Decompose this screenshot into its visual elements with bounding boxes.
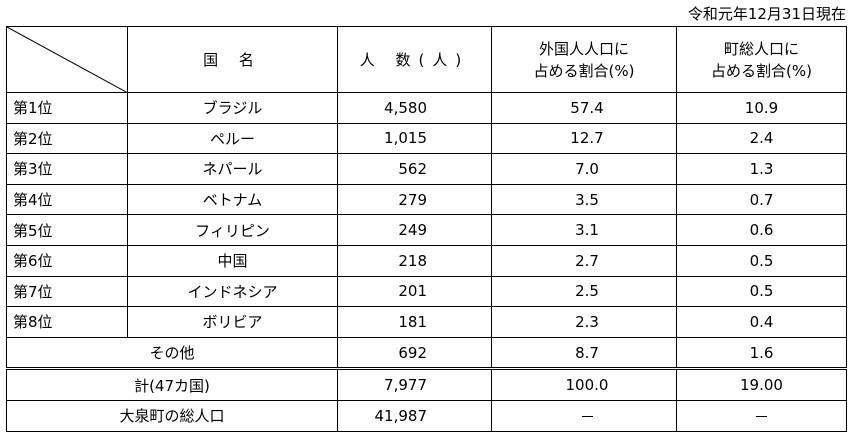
rank-cell: 第7位 [6,275,128,308]
table-row: 第3位 ネパール 562 7.0 1.3 [6,153,847,185]
foreign-population-table: 国 名 人 数(人) 外国人人口に 占める割合(%) 町総人口に 占める割合(%… [6,26,847,432]
town-share: 0.5 [676,244,847,277]
town-share: 2.4 [676,122,847,155]
town-total-row: 大泉町の総人口 41,987 [6,399,847,432]
diagonal-header-cell [6,26,128,93]
table-body: 第1位 ブラジル 4,580 57.4 10.9 第2位 ペルー 1,015 12.7 2.4 第3… [6,92,847,338]
population-count: 201 [337,275,492,308]
population-count: 562 [337,153,492,185]
foreign-share: 2.5 [491,275,677,308]
town-share: 0.6 [676,214,847,246]
foreign-share: 12.7 [491,122,677,155]
foreign-share: 2.7 [491,244,677,277]
table-row: 第2位 ペルー 1,015 12.7 2.4 [6,122,847,155]
foreign-share: 57.4 [491,92,677,124]
town-share: 0.7 [676,183,847,216]
country-name: フィリピン [127,214,338,246]
dash-mark [756,415,767,417]
others-foreign-share: 8.7 [491,336,677,370]
total-row: 計(47カ国) 7,977 100.0 19.00 [6,367,847,401]
table-row: 第6位 中国 218 2.7 0.5 [6,244,847,277]
others-row: その他 692 8.7 1.6 [6,336,847,370]
population-count: 1,015 [337,122,492,155]
population-count: 4,580 [337,92,492,124]
rank-cell: 第5位 [6,214,128,246]
town-total-town-share [676,399,847,432]
country-name: ネパール [127,153,338,185]
country-name: ブラジル [127,92,338,124]
header-town-share: 町総人口に 占める割合(%) [676,26,847,93]
table-header-row: 国 名 人 数(人) 外国人人口に 占める割合(%) 町総人口に 占める割合(%… [6,26,847,93]
rank-cell: 第8位 [6,306,128,338]
population-count: 218 [337,244,492,277]
total-population: 7,977 [337,367,492,401]
rank-cell: 第4位 [6,183,128,216]
country-name: 中国 [127,244,338,277]
dash-mark [581,415,593,417]
foreign-share: 7.0 [491,153,677,185]
rank-cell: 第3位 [6,153,128,185]
rank-cell: 第6位 [6,244,128,277]
diagonal-line [7,27,127,92]
town-total-foreign-share [491,399,677,432]
country-name: インドネシア [127,275,338,308]
table-row: 第1位 ブラジル 4,580 57.4 10.9 [6,92,847,124]
others-population: 692 [337,336,492,370]
town-share: 0.5 [676,275,847,308]
population-count: 181 [337,306,492,338]
header-population: 人 数(人) [337,26,492,93]
header-town-share-line2: 占める割合(%) [711,61,812,80]
country-name: ボリビア [127,306,338,338]
total-town-share: 19.00 [676,367,847,401]
town-total-population: 41,987 [337,399,492,432]
others-town-share: 1.6 [676,336,847,370]
country-name: ペルー [127,122,338,155]
town-share: 0.4 [676,306,847,338]
population-count: 279 [337,183,492,216]
town-share: 1.3 [676,153,847,185]
foreign-share: 3.1 [491,214,677,246]
header-foreign-share-line1: 外国人人口に [538,39,629,58]
country-name: ベトナム [127,183,338,216]
as-of-date-note: 令和元年12月31日現在 [687,5,846,23]
rank-cell: 第1位 [6,92,128,124]
table-row: 第8位 ボリビア 181 2.3 0.4 [6,306,847,338]
table-row: 第4位 ベトナム 279 3.5 0.7 [6,183,847,216]
header-country: 国 名 [127,26,338,93]
town-share: 10.9 [676,92,847,124]
foreign-share: 2.3 [491,306,677,338]
others-label: その他 [6,336,338,370]
total-label: 計(47カ国) [6,367,338,401]
table-row: 第5位 フィリピン 249 3.1 0.6 [6,214,847,246]
header-foreign-share: 外国人人口に 占める割合(%) [491,26,677,93]
rank-cell: 第2位 [6,122,128,155]
town-total-label: 大泉町の総人口 [6,399,338,432]
header-foreign-share-line2: 占める割合(%) [533,61,635,80]
foreign-share: 3.5 [491,183,677,216]
total-foreign-share: 100.0 [491,367,677,401]
table-row: 第7位 インドネシア 201 2.5 0.5 [6,275,847,308]
header-town-share-line1: 町総人口に [723,39,799,58]
population-count: 249 [337,214,492,246]
